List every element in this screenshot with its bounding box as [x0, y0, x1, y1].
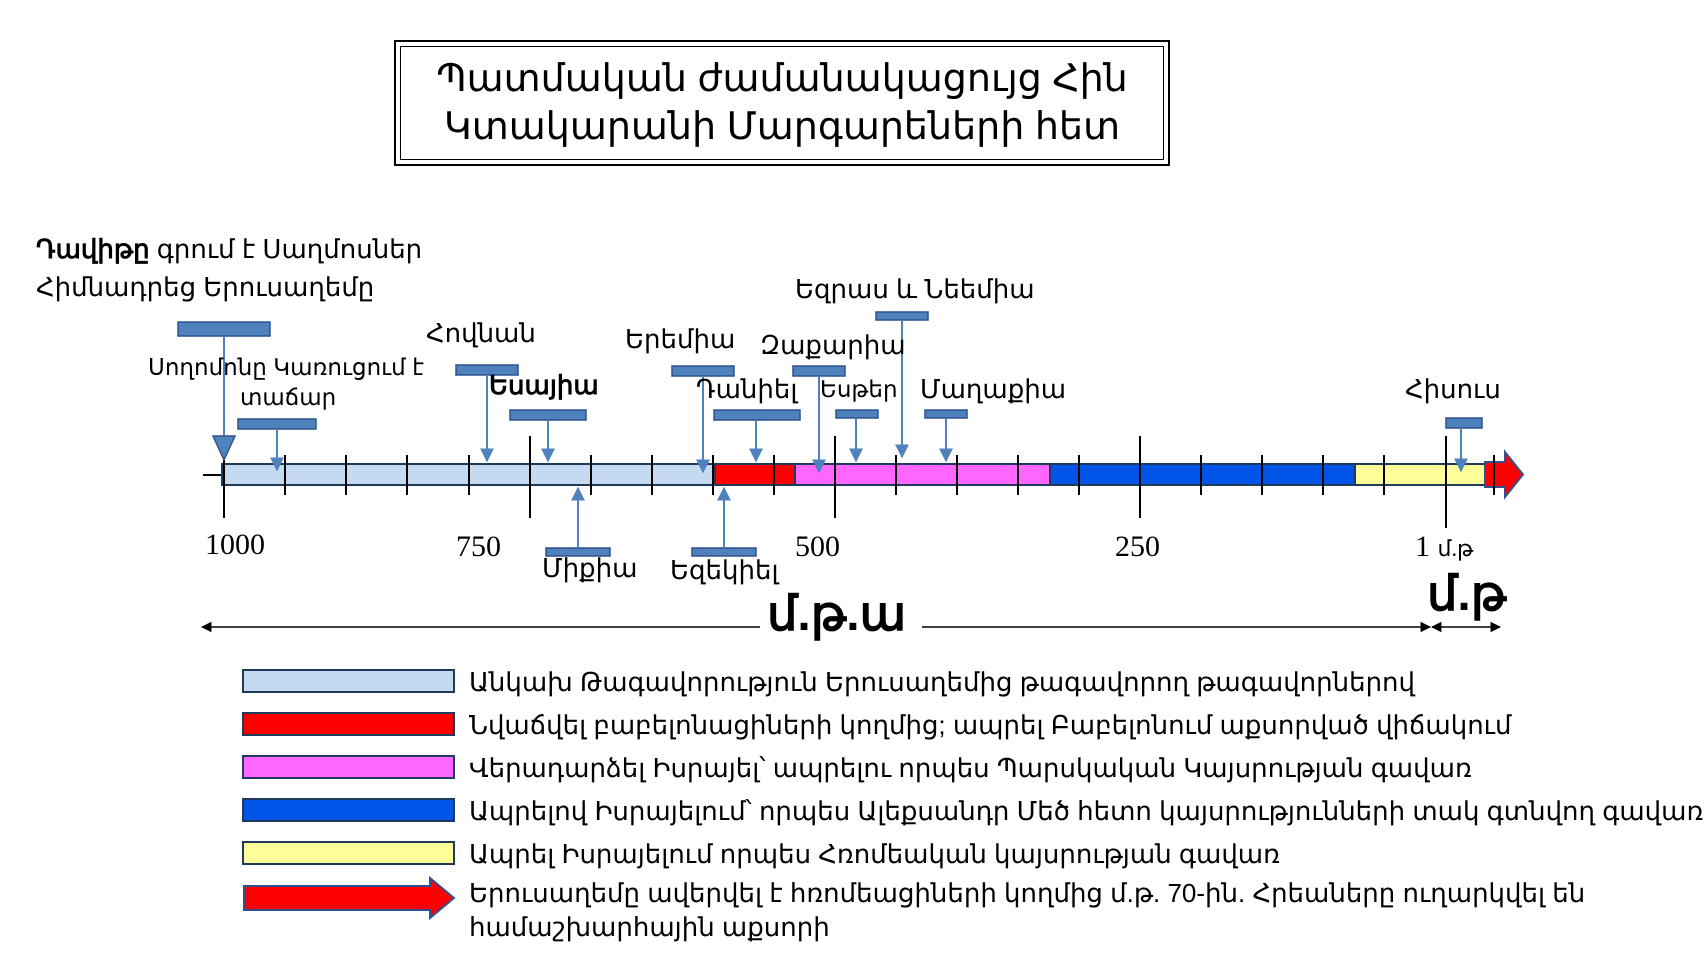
legend-text: Նվաճվել բաբելոնացիների կողմից; ապրել Բաբ…	[469, 710, 1512, 740]
marker-bar-solomon	[237, 418, 317, 430]
legend-text: Ապրել Իսրայելում որպես Հռոմեական կայսրու…	[469, 839, 1280, 869]
title-inner-border	[400, 46, 1164, 160]
legend-item-greek: Ապրելով Իսրայելում՝ որպես Ալեքսանդր Մեծ …	[242, 794, 1703, 828]
title-box: Պատմական ժամանակացույց Հին Կտակարանի Մար…	[394, 40, 1170, 166]
legend-text: Վերադարձել Իսրայել՝ ապրելու որպես Պարսկա…	[469, 753, 1472, 783]
event-jeremiah: Երեմիա	[625, 324, 736, 354]
era-label-bc: մ.թ.ա	[765, 586, 909, 642]
event-david-jerusalem: Հիմնադրեց Երուսաղեմը	[36, 272, 375, 302]
legend-swatch	[242, 669, 455, 693]
legend-swatch	[242, 841, 455, 865]
legend-item-destruction: Երուսաղեմը ավերվել է հռոմեացիների կողմից…	[242, 876, 1585, 944]
legend-text: Ապրելով Իսրայելում՝ որպես Ալեքսանդր Մեծ …	[469, 796, 1704, 826]
axis-label-1-ad: մ.թ	[1437, 536, 1474, 561]
event-solomon-line1: Սողոմոնը Կառուցում է	[148, 354, 424, 380]
event-solomon-line2: տաճար	[240, 384, 337, 410]
title-line-1: Պատմական ժամանակացույց Հին	[436, 58, 1128, 100]
page-title: Պատմական ժամանակացույց Հին Կտակարանի Մար…	[436, 55, 1128, 151]
marker-bar-esther	[835, 409, 879, 419]
event-isaiah: Եսայիա	[489, 370, 599, 400]
event-david: Դավիթը գրում է Սաղմոսներ	[36, 234, 422, 265]
event-jonah: Հովնան	[426, 318, 536, 348]
event-david-name: Դավիթը	[36, 234, 150, 264]
legend-item-roman: Ապրել Իսրայելում որպես Հռոմեական կայսրու…	[242, 837, 1280, 871]
marker-head-david	[211, 435, 237, 462]
legend-swatch	[242, 712, 455, 736]
period-bar-greek	[1049, 463, 1356, 486]
red-arrow-icon	[243, 876, 456, 920]
title-line-2: Կտակարանի Մարգարեների հետ	[443, 106, 1121, 148]
period-bar-roman	[1354, 463, 1486, 486]
legend-swatch	[242, 798, 455, 822]
legend-item-babylonian: Նվաճվել բաբելոնացիների կողմից; ապրել Բաբ…	[242, 708, 1511, 742]
marker-bar-david	[177, 321, 271, 337]
period-bar-persian	[794, 463, 1051, 486]
legend-text-destruction: Երուսաղեմը ավերվել է հռոմեացիների կողմից…	[469, 876, 1585, 944]
event-daniel: Դանիել	[696, 374, 798, 404]
marker-bar-jesus	[1445, 417, 1483, 429]
timeline-end-arrow	[1484, 449, 1525, 500]
axis-label-1-number: 1	[1415, 530, 1430, 563]
event-malachi: Մաղաքիա	[920, 374, 1067, 404]
axis-label-500: 500	[795, 530, 840, 563]
event-david-text: գրում է Սաղմոսներ	[149, 234, 423, 264]
era-label-ad: մ.թ	[1427, 568, 1507, 621]
event-jesus: Հիսուս	[1405, 374, 1501, 404]
marker-bar-ezra	[875, 311, 929, 321]
marker-bar-zechariah	[792, 365, 846, 377]
marker-bar-isaiah	[509, 409, 587, 421]
legend-swatch	[242, 755, 455, 779]
marker-bar-malachi	[924, 409, 968, 419]
event-zechariah: Զաքարիա	[760, 330, 906, 360]
timeline-ticks	[223, 436, 1495, 528]
axis-label-1: 1 մ.թ	[1415, 530, 1473, 564]
marker-bar-daniel	[713, 409, 801, 421]
event-ezra-nehemiah: Եզրաս և Նեեմիա	[795, 274, 1035, 304]
legend-destruction-line2: համաշխարհային աքսորի	[469, 912, 830, 942]
axis-label-1000: 1000	[205, 528, 265, 561]
period-bar-babylonian	[714, 463, 796, 486]
legend-item-persian: Վերադարձել Իսրայել՝ ապրելու որպես Պարսկա…	[242, 751, 1472, 785]
legend-item-independent: Անկախ Թագավորություն Երուսաղեմից թագավոր…	[242, 665, 1415, 699]
axis-label-750: 750	[456, 530, 501, 563]
event-micah: Միքիա	[542, 553, 638, 583]
event-esther: Եսթեր	[820, 376, 898, 402]
event-ezekiel: Եզեկիել	[670, 555, 779, 585]
axis-label-250: 250	[1115, 530, 1160, 563]
legend-text: Անկախ Թագավորություն Երուսաղեմից թագավոր…	[469, 667, 1416, 697]
legend-destruction-line1: Երուսաղեմը ավերվել է հռոմեացիների կողմից…	[469, 878, 1586, 908]
